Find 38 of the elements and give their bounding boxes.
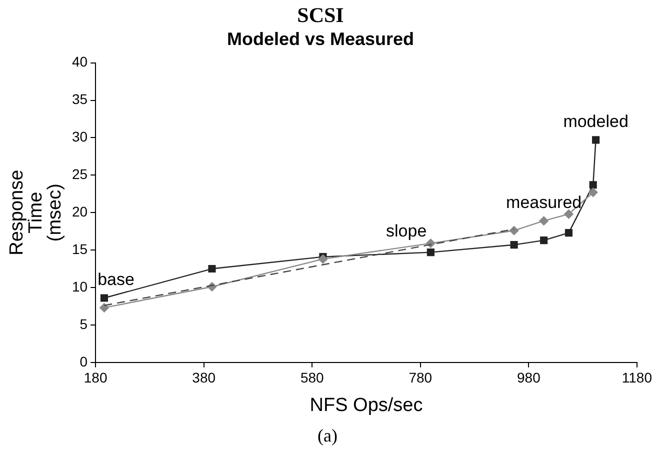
x-tick-label: 580	[300, 370, 324, 386]
point	[100, 294, 108, 302]
point	[592, 136, 600, 144]
annotation: base	[98, 270, 134, 290]
point	[510, 241, 518, 249]
annotation: slope	[386, 221, 427, 240]
point	[588, 188, 598, 197]
point	[100, 303, 109, 312]
point	[589, 181, 597, 189]
y-tick-label: 15	[72, 240, 88, 257]
chart-title: SCSI	[297, 3, 344, 28]
y-tick-label: 35	[72, 91, 88, 108]
y-tick-label: 25	[72, 166, 88, 182]
y-tick-label: 40	[72, 54, 88, 70]
point	[208, 264, 216, 273]
point	[539, 216, 548, 226]
chart-subtitle: Modeled vs Measured	[226, 28, 414, 49]
point	[426, 248, 434, 256]
x-tick-label: 180	[84, 370, 108, 386]
x-tick-label: 380	[192, 370, 216, 386]
text: (a)	[318, 426, 338, 446]
y-tick-label: 20	[72, 203, 88, 220]
x-tick-label: 980	[516, 370, 541, 386]
point	[509, 226, 519, 236]
x-axis-title: NFS Ops/sec	[310, 394, 423, 416]
y-tick-label: 30	[72, 128, 88, 145]
point	[564, 210, 574, 219]
point	[540, 236, 548, 244]
y-axis-title: Response Time (msec)	[6, 170, 66, 256]
x-tick-label: 780	[408, 370, 432, 386]
y-tick-label: 0	[80, 353, 88, 370]
point	[318, 254, 328, 264]
x-tick-label: 1180	[622, 370, 652, 386]
annotation: modeled	[563, 112, 628, 132]
point	[564, 229, 573, 237]
y-tick-label: 10	[72, 278, 88, 294]
annotation: measured	[506, 193, 582, 212]
y-tick-label: 5	[80, 316, 88, 332]
